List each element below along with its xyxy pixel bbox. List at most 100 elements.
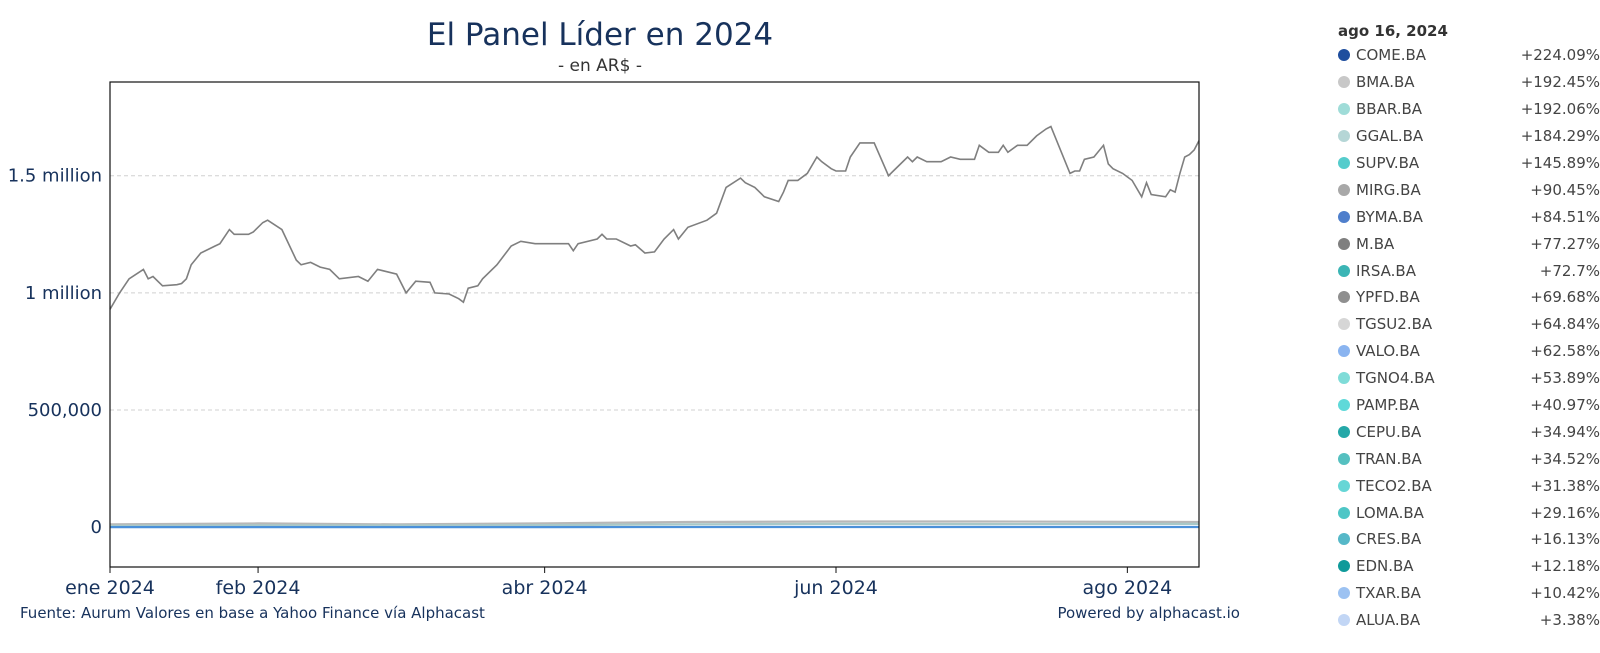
legend-item-name: CEPU.BA bbox=[1356, 422, 1422, 441]
legend-item-name: IRSA.BA bbox=[1356, 261, 1416, 280]
legend-item[interactable]: TGSU2.BA +64.84% bbox=[1338, 311, 1600, 338]
legend-item[interactable]: CRES.BA +16.13% bbox=[1338, 526, 1600, 553]
legend-item-name: M.BA bbox=[1356, 234, 1395, 253]
legend-marker bbox=[1338, 130, 1350, 143]
legend-item[interactable]: LOMA.BA +29.16% bbox=[1338, 499, 1600, 526]
legend-marker bbox=[1338, 452, 1350, 465]
legend-marker bbox=[1338, 587, 1350, 600]
legend-item-value: +62.58% bbox=[1530, 342, 1600, 361]
legend-item-value: +53.89% bbox=[1530, 369, 1600, 388]
legend-item-value: +192.45% bbox=[1520, 73, 1600, 92]
legend-item-name: BYMA.BA bbox=[1356, 207, 1423, 226]
legend-item-value: +72.7% bbox=[1539, 261, 1600, 280]
legend-item[interactable]: COME.BA +224.09% bbox=[1338, 42, 1600, 69]
legend-marker bbox=[1338, 614, 1350, 627]
x-tick-label: jun 2024 bbox=[793, 577, 878, 599]
legend-item[interactable]: VALO.BA +62.58% bbox=[1338, 338, 1600, 365]
y-tick-label: 500,000 bbox=[28, 400, 102, 421]
grid bbox=[110, 175, 1199, 528]
legend-item[interactable]: TECO2.BA +31.38% bbox=[1338, 472, 1600, 499]
legend-item[interactable]: IRSA.BA +72.7% bbox=[1338, 257, 1600, 284]
legend-item-name: TECO2.BA bbox=[1356, 476, 1432, 495]
legend-item-value: +10.42% bbox=[1530, 584, 1600, 603]
powered-by-link[interactable]: Powered by alphacast.io bbox=[1057, 604, 1240, 622]
legend-item-name: TGSU2.BA bbox=[1356, 315, 1433, 334]
chart-title: El Panel Líder en 2024 bbox=[427, 17, 773, 53]
legend-item-value: +34.94% bbox=[1530, 422, 1600, 441]
y-tick-label: 0 bbox=[91, 517, 102, 538]
x-tick-label: ago 2024 bbox=[1082, 577, 1172, 599]
legend-item-name: TXAR.BA bbox=[1356, 584, 1421, 603]
plot-area bbox=[109, 125, 1200, 529]
x-axis: ene 2024 feb 2024 abr 2024 jun 2024 ago 2024 bbox=[65, 567, 1172, 599]
legend-marker bbox=[1338, 264, 1350, 277]
legend-item-name: PAMP.BA bbox=[1356, 396, 1420, 415]
series-line-m-ba bbox=[109, 125, 1200, 310]
legend-item-name: EDN.BA bbox=[1356, 557, 1414, 576]
legend-marker bbox=[1338, 103, 1350, 116]
x-tick-label: feb 2024 bbox=[216, 577, 301, 599]
legend-date: ago 16, 2024 bbox=[1338, 22, 1448, 40]
legend-marker bbox=[1338, 372, 1350, 385]
legend-marker bbox=[1338, 210, 1350, 223]
legend-item[interactable]: TRAN.BA +34.52% bbox=[1338, 445, 1600, 472]
legend-item-value: +69.68% bbox=[1530, 288, 1600, 307]
legend-item-value: +77.27% bbox=[1530, 234, 1600, 253]
legend-item[interactable]: CEPU.BA +34.94% bbox=[1338, 418, 1600, 445]
legend-item-name: TGNO4.BA bbox=[1356, 369, 1435, 388]
legend-item[interactable]: GGAL.BA +184.29% bbox=[1338, 123, 1600, 150]
legend-item-value: +90.45% bbox=[1530, 180, 1600, 199]
plot-frame bbox=[109, 81, 1200, 568]
legend-item-value: +184.29% bbox=[1520, 127, 1600, 146]
legend-item[interactable]: BMA.BA +192.45% bbox=[1338, 69, 1600, 96]
legend-item[interactable]: BBAR.BA +192.06% bbox=[1338, 96, 1600, 123]
legend-marker bbox=[1338, 399, 1350, 412]
legend-marker bbox=[1338, 237, 1350, 250]
legend-marker bbox=[1338, 157, 1350, 169]
legend-item-name: LOMA.BA bbox=[1356, 503, 1424, 522]
legend-item-value: +16.13% bbox=[1530, 530, 1600, 549]
legend-item[interactable]: EDN.BA +12.18% bbox=[1338, 553, 1600, 580]
legend-item-name: ALUA.BA bbox=[1356, 611, 1421, 630]
y-tick-label: 1.5 million bbox=[8, 166, 102, 187]
legend-item[interactable]: TGNO4.BA +53.89% bbox=[1338, 365, 1600, 392]
x-tick-label: ene 2024 bbox=[65, 577, 155, 599]
legend-item-value: +224.09% bbox=[1520, 46, 1600, 65]
legend-item-value: +192.06% bbox=[1520, 100, 1600, 119]
legend-item-value: +34.52% bbox=[1530, 449, 1600, 468]
legend-marker bbox=[1338, 533, 1350, 546]
legend-item-value: +31.38% bbox=[1530, 476, 1600, 495]
legend-item-value: +3.38% bbox=[1539, 611, 1600, 630]
y-tick-label: 1 million bbox=[25, 283, 102, 304]
legend-item-name: MIRG.BA bbox=[1356, 180, 1421, 199]
legend-marker bbox=[1338, 479, 1350, 492]
legend-marker bbox=[1338, 560, 1350, 573]
legend-item-value: +29.16% bbox=[1530, 503, 1600, 522]
legend-item[interactable]: ALUA.BA +3.38% bbox=[1338, 607, 1600, 634]
legend-item-name: BBAR.BA bbox=[1356, 100, 1423, 119]
y-axis: 0 500,000 1 million 1.5 million bbox=[8, 166, 102, 538]
chart: El Panel Líder en 2024 - en AR$ - 0 500,0… bbox=[8, 17, 1240, 622]
x-tick-label: abr 2024 bbox=[502, 577, 588, 599]
legend-item-name: CRES.BA bbox=[1356, 530, 1422, 549]
legend-item-name: SUPV.BA bbox=[1356, 154, 1420, 172]
legend-item-name: COME.BA bbox=[1356, 46, 1427, 65]
legend: ago 16, 2024 COME.BA +224.09% BMA.BA +192.4… bbox=[1338, 20, 1600, 634]
legend-item-name: GGAL.BA bbox=[1356, 127, 1424, 146]
legend-item[interactable]: BYMA.BA +84.51% bbox=[1338, 203, 1600, 230]
legend-marker bbox=[1338, 345, 1350, 358]
legend-item-value: +64.84% bbox=[1530, 315, 1600, 334]
legend-item-value: +40.97% bbox=[1530, 396, 1600, 415]
legend-marker bbox=[1338, 506, 1350, 519]
legend-item[interactable]: SUPV.BA +145.89% bbox=[1338, 150, 1600, 177]
legend-item[interactable]: PAMP.BA +40.97% bbox=[1338, 392, 1600, 419]
legend-marker bbox=[1338, 76, 1350, 89]
legend-item-name: BMA.BA bbox=[1356, 73, 1415, 92]
legend-marker bbox=[1338, 291, 1350, 304]
legend-item-value: +12.18% bbox=[1530, 557, 1600, 576]
legend-item[interactable]: TXAR.BA +10.42% bbox=[1338, 580, 1600, 607]
legend-item[interactable]: MIRG.BA +90.45% bbox=[1338, 176, 1600, 203]
legend-marker bbox=[1338, 318, 1350, 331]
legend-item[interactable]: M.BA +77.27% bbox=[1338, 230, 1600, 257]
legend-item[interactable]: YPFD.BA +69.68% bbox=[1338, 284, 1600, 311]
